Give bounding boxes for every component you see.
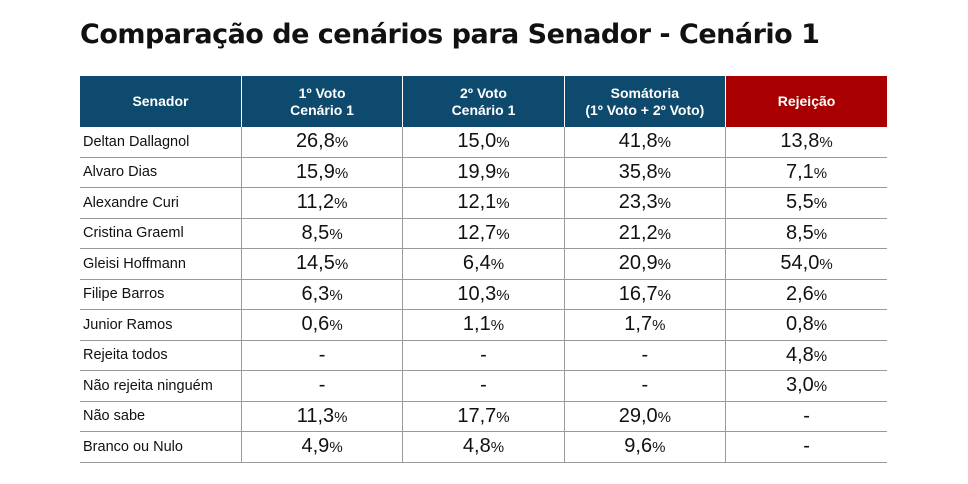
value-cell: 20,9% xyxy=(563,248,726,280)
value-cell: 1,7% xyxy=(563,309,726,341)
value-cell: 4,8% xyxy=(402,431,565,463)
table-row: Junior Ramos 0,6% 1,1% 1,7% 0,8% xyxy=(80,309,887,341)
value-cell: - xyxy=(725,431,887,463)
page-title: Comparação de cenários para Senador - Ce… xyxy=(80,19,820,50)
row-label: Alexandre Curi xyxy=(80,187,242,219)
table-row: Branco ou Nulo 4,9% 4,8% 9,6% - xyxy=(80,431,887,463)
value-cell: 13,8% xyxy=(725,127,887,158)
row-label: Deltan Dallagnol xyxy=(80,127,242,158)
value-cell: - xyxy=(563,340,726,371)
row-label: Junior Ramos xyxy=(80,309,242,341)
column-header: 2º Voto Cenário 1 xyxy=(402,76,565,127)
table-row: Gleisi Hoffmann 14,5% 6,4% 20,9% 54,0% xyxy=(80,248,887,280)
value-cell: 8,5% xyxy=(725,218,887,249)
value-cell: 35,8% xyxy=(563,157,726,188)
table-row: Alvaro Dias 15,9% 19,9% 35,8% 7,1% xyxy=(80,157,887,188)
value-cell: 54,0% xyxy=(725,248,887,280)
row-label: Alvaro Dias xyxy=(80,157,242,188)
value-cell: 9,6% xyxy=(563,431,726,463)
table-body: Deltan Dallagnol 26,8% 15,0% 41,8% 13,8% Alva… xyxy=(80,127,887,463)
column-header: Somátoria (1º Voto + 2º Voto) xyxy=(563,76,726,127)
table-row: Não rejeita ninguém - - -3,0% xyxy=(80,370,887,402)
value-cell: 6,4% xyxy=(402,248,565,280)
value-cell: - xyxy=(725,401,887,432)
value-cell: - xyxy=(240,340,403,371)
table-row: Rejeita todos - - -4,8% xyxy=(80,340,887,371)
value-cell: 12,7% xyxy=(402,218,565,249)
value-cell: 10,3% xyxy=(402,279,565,310)
value-cell: 14,5% xyxy=(240,248,403,280)
table-row: Deltan Dallagnol 26,8% 15,0% 41,8% 13,8% xyxy=(80,127,887,158)
row-label: Não sabe xyxy=(80,401,242,432)
value-cell: 7,1% xyxy=(725,157,887,188)
column-header: 1º Voto Cenário 1 xyxy=(240,76,403,127)
value-cell: - xyxy=(402,340,565,371)
value-cell: 29,0% xyxy=(563,401,726,432)
value-cell: 26,8% xyxy=(240,127,403,158)
value-cell: 4,8% xyxy=(725,340,887,371)
value-cell: 11,2% xyxy=(240,187,403,219)
value-cell: 1,1% xyxy=(402,309,565,341)
value-cell: 6,3% xyxy=(240,279,403,310)
value-cell: 15,9% xyxy=(240,157,403,188)
value-cell: - xyxy=(240,370,403,402)
value-cell: 23,3% xyxy=(563,187,726,219)
value-cell: 8,5% xyxy=(240,218,403,249)
value-cell: 41,8% xyxy=(563,127,726,158)
table-row: Não sabe 11,3% 17,7% 29,0% - xyxy=(80,401,887,432)
row-label: Gleisi Hoffmann xyxy=(80,248,242,280)
value-cell: 21,2% xyxy=(563,218,726,249)
value-cell: 17,7% xyxy=(402,401,565,432)
column-header: Senador xyxy=(80,76,242,127)
value-cell: 2,6% xyxy=(725,279,887,310)
table-row: Filipe Barros 6,3% 10,3% 16,7% 2,6% xyxy=(80,279,887,310)
value-cell: 5,5% xyxy=(725,187,887,219)
value-cell: 0,8% xyxy=(725,309,887,341)
value-cell: 12,1% xyxy=(402,187,565,219)
row-label: Rejeita todos xyxy=(80,340,242,371)
value-cell: 3,0% xyxy=(725,370,887,402)
row-label: Branco ou Nulo xyxy=(80,431,242,463)
table-row: Cristina Graeml 8,5% 12,7% 21,2% 8,5% xyxy=(80,218,887,249)
row-label: Não rejeita ninguém xyxy=(80,370,242,402)
value-cell: 15,0% xyxy=(402,127,565,158)
table-row: Alexandre Curi 11,2% 12,1% 23,3% 5,5% xyxy=(80,187,887,219)
value-cell: 0,6% xyxy=(240,309,403,341)
value-cell: 16,7% xyxy=(563,279,726,310)
row-label: Cristina Graeml xyxy=(80,218,242,249)
row-label: Filipe Barros xyxy=(80,279,242,310)
value-cell: 4,9% xyxy=(240,431,403,463)
value-cell: 19,9% xyxy=(402,157,565,188)
value-cell: 11,3% xyxy=(240,401,403,432)
value-cell: - xyxy=(563,370,726,402)
column-header: Rejeição xyxy=(725,76,887,127)
value-cell: - xyxy=(402,370,565,402)
